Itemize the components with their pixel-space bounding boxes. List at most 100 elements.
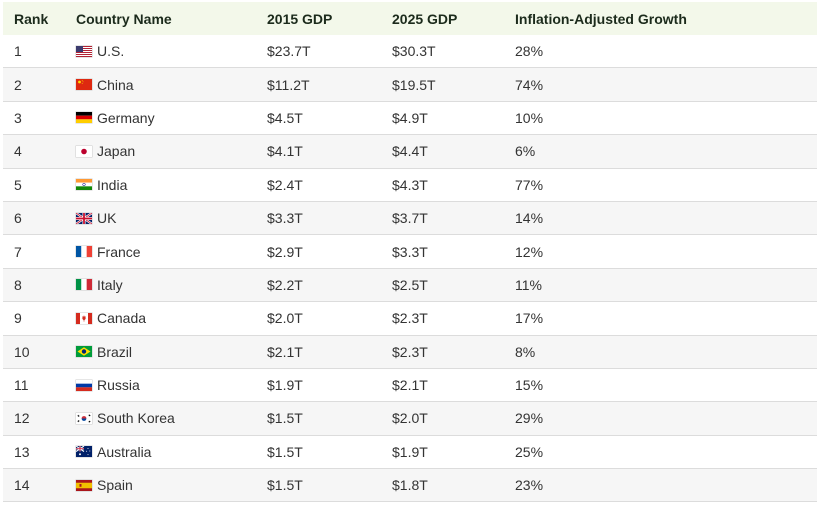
rank-cell: 14 — [14, 477, 30, 494]
canada-flag-icon — [76, 312, 92, 324]
italy-flag-icon — [76, 279, 92, 291]
header-2025-gdp: 2025 GDP — [392, 10, 458, 27]
gdp-2025-cell: $3.7T — [392, 210, 428, 227]
rank-cell: 10 — [14, 343, 30, 360]
country-cell: Brazil — [76, 344, 132, 360]
table-row: 8 Italy $2.2T $2.5T 11% — [3, 268, 817, 303]
country-name: France — [97, 243, 141, 260]
growth-cell: 74% — [515, 76, 544, 93]
country-cell: China — [76, 77, 134, 93]
growth-cell: 8% — [515, 343, 536, 360]
uk-flag-icon — [76, 212, 92, 224]
table-row: 1 U.S. $23.7T $30.3T 28% — [3, 35, 817, 69]
table-header: Rank Country Name 2015 GDP 2025 GDP Infl… — [3, 2, 817, 35]
gdp-2025-cell: $1.8T — [392, 477, 428, 494]
growth-cell: 28% — [515, 43, 544, 60]
country-cell: Italy — [76, 277, 123, 293]
gdp-2025-cell: $2.0T — [392, 410, 428, 427]
germany-flag-icon — [76, 112, 92, 124]
australia-flag-icon — [76, 446, 92, 458]
country-cell: Canada — [76, 310, 146, 326]
country-name: Canada — [97, 310, 147, 327]
spain-flag-icon — [76, 479, 92, 491]
country-name: Brazil — [97, 343, 133, 360]
rank-cell: 8 — [14, 276, 22, 293]
table-row: 3 Germany $4.5T $4.9T 10% — [3, 102, 817, 136]
rank-cell: 4 — [14, 143, 22, 160]
gdp-2015-cell: $4.1T — [267, 143, 303, 160]
gdp-2015-cell: $4.5T — [267, 109, 303, 126]
gdp-2015-cell: $2.2T — [267, 276, 303, 293]
country-cell: Australia — [76, 444, 151, 460]
header-growth: Inflation-Adjusted Growth — [515, 10, 687, 27]
japan-flag-icon — [76, 145, 92, 157]
table-row: 10 Brazil $2.1T $2.3T 8% — [3, 335, 817, 369]
gdp-2025-cell: $2.1T — [392, 377, 428, 394]
header-2015-gdp: 2015 GDP — [267, 10, 333, 27]
country-cell: India — [76, 177, 127, 193]
country-name: South Korea — [97, 410, 175, 427]
gdp-2015-cell: $2.0T — [267, 310, 303, 327]
rank-cell: 3 — [14, 109, 22, 126]
table-row: 11 Russia $1.9T $2.1T 15% — [3, 369, 817, 403]
country-cell: South Korea — [76, 410, 175, 426]
table-row: 6 UK $3.3T $3.7T 14% — [3, 201, 817, 236]
rank-cell: 2 — [14, 76, 22, 93]
rank-cell: 7 — [14, 243, 22, 260]
russia-flag-icon — [76, 379, 92, 391]
gdp-table: Rank Country Name 2015 GDP 2025 GDP Infl… — [3, 2, 817, 503]
gdp-2015-cell: $1.5T — [267, 410, 303, 427]
gdp-2025-cell: $2.5T — [392, 276, 428, 293]
table-row: 14 Spain $1.5T $1.8T 23% — [3, 469, 817, 503]
rank-cell: 11 — [14, 377, 29, 394]
growth-cell: 12% — [515, 243, 544, 260]
rank-cell: 12 — [14, 410, 30, 427]
country-cell: Russia — [76, 377, 140, 393]
growth-cell: 14% — [515, 210, 544, 227]
table-row: 9 Canada $2.0T $2.3T 17% — [3, 302, 817, 336]
table-row: 2 China $11.2T $19.5T 74% — [3, 68, 817, 102]
table-row: 4 Japan $4.1T $4.4T 6% — [3, 135, 817, 169]
country-cell: Spain — [76, 477, 133, 493]
gdp-2025-cell: $30.3T — [392, 43, 436, 60]
gdp-2015-cell: $2.9T — [267, 243, 303, 260]
gdp-2015-cell: $3.3T — [267, 210, 303, 227]
growth-cell: 11% — [515, 276, 542, 293]
growth-cell: 6% — [515, 143, 536, 160]
country-cell: France — [76, 244, 141, 260]
india-flag-icon — [76, 179, 92, 191]
table-row: 12 South Korea $1.5T $2.0T 29% — [3, 402, 817, 436]
country-cell: Germany — [76, 110, 155, 126]
gdp-2025-cell: $4.4T — [392, 143, 428, 160]
gdp-2025-cell: $4.9T — [392, 109, 428, 126]
gdp-2025-cell: $19.5T — [392, 76, 436, 93]
rank-cell: 9 — [14, 310, 22, 327]
country-name: Germany — [97, 109, 155, 126]
growth-cell: 29% — [515, 410, 544, 427]
country-name: India — [97, 176, 128, 193]
growth-cell: 15% — [515, 377, 544, 394]
gdp-2015-cell: $23.7T — [267, 43, 311, 60]
rank-cell: 13 — [14, 443, 30, 460]
rank-cell: 1 — [14, 43, 22, 60]
us-flag-icon — [76, 45, 92, 57]
country-name: Russia — [97, 377, 140, 394]
gdp-2015-cell: $2.4T — [267, 176, 303, 193]
gdp-2025-cell: $1.9T — [392, 443, 428, 460]
country-cell: Japan — [76, 143, 135, 159]
country-name: Japan — [97, 143, 136, 160]
growth-cell: 10% — [515, 109, 544, 126]
country-name: Spain — [97, 477, 133, 494]
growth-cell: 25% — [515, 443, 544, 460]
south-korea-flag-icon — [76, 412, 92, 424]
gdp-2015-cell: $1.9T — [267, 377, 303, 394]
gdp-2015-cell: $1.5T — [267, 477, 303, 494]
country-name: U.S. — [97, 43, 125, 60]
country-name: China — [97, 76, 134, 93]
gdp-2015-cell: $11.2T — [267, 76, 310, 93]
table-row: 13 Australia $1.5T $1.9T 25% — [3, 436, 817, 470]
gdp-2015-cell: $1.5T — [267, 443, 303, 460]
gdp-2025-cell: $2.3T — [392, 343, 428, 360]
rank-cell: 5 — [14, 176, 22, 193]
growth-cell: 17% — [515, 310, 544, 327]
